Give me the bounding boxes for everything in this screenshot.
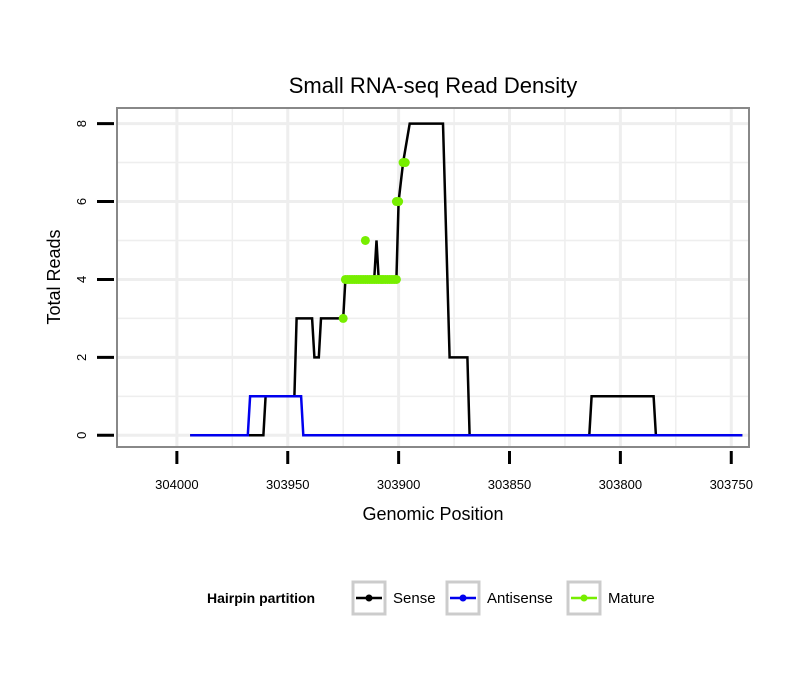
y-tick-label: 6 [74,198,89,205]
mature-point [338,313,348,323]
legend-label-sense: Sense [393,590,436,607]
legend-key-point-mature [580,594,588,602]
mature-point [360,235,370,245]
legend: Hairpin partition Sense Antisense Mature [207,580,655,616]
x-tick-label: 303750 [710,477,753,492]
x-tick-label: 303900 [377,477,420,492]
x-tick-label: 303850 [488,477,531,492]
y-tick-label: 2 [74,354,89,361]
mature-point [391,274,401,284]
legend-label-antisense: Antisense [487,590,553,607]
mature-point [394,197,404,207]
y-axis-title: Total Reads [44,229,64,324]
y-tick-label: 0 [74,432,89,439]
grid [117,108,749,447]
plot-area [117,108,749,447]
legend-title: Hairpin partition [207,590,315,606]
mature-point [400,158,410,168]
axes: 304000 303950 303900 303850 303800 303750 0 2 4 6… [74,120,753,492]
legend-key-point-antisense [459,594,467,602]
y-tick-label: 8 [74,120,89,127]
chart-title: Small RNA-seq Read Density [289,73,578,98]
plot-border [116,107,750,448]
x-tick-label: 303950 [266,477,309,492]
x-axis-title: Genomic Position [362,504,503,524]
x-tick-label: 304000 [155,477,198,492]
y-tick-label: 4 [74,276,89,283]
x-tick-label: 303800 [599,477,642,492]
legend-key-point-sense [365,594,373,602]
antisense-line [190,395,743,437]
series-group [190,122,743,437]
legend-label-mature: Mature [608,590,655,607]
